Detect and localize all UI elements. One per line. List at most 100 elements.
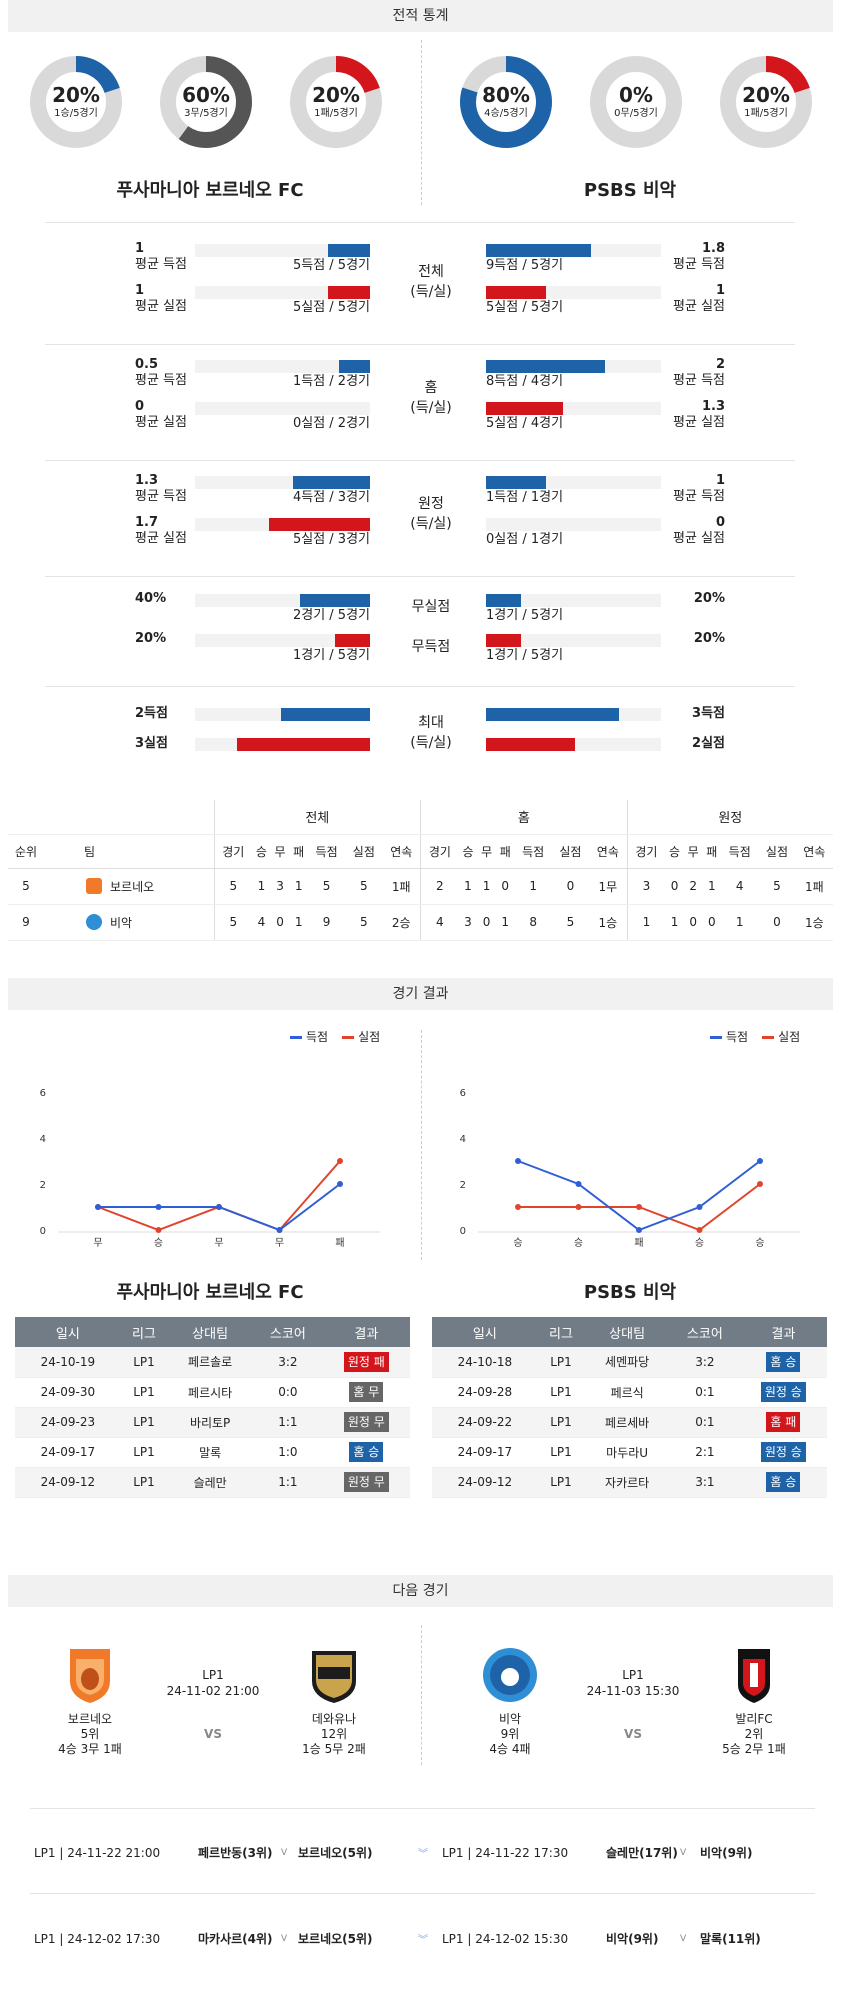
away-record: 5승 2무 1패	[722, 1742, 786, 1756]
right-ratio: 8득점 / 4경기	[486, 374, 564, 389]
results-col-header: 결과	[322, 1317, 410, 1347]
result-badge: 홈 승	[766, 1351, 801, 1372]
standings-cell: 0	[477, 904, 496, 941]
standings-col-header: 경기	[626, 834, 666, 869]
record-donut: 0% 0무/5경기	[590, 56, 682, 148]
legend-label: 실점	[778, 1030, 801, 1044]
team-name[interactable]: 보르네오	[110, 879, 155, 894]
standings-team[interactable]: 보르네오	[44, 868, 214, 905]
fixture-home[interactable]: 슬레만(17위)	[606, 1846, 678, 1860]
result-badge: 홈 패	[766, 1412, 801, 1432]
result-cell: LP1	[537, 1407, 585, 1438]
donut-ring	[720, 56, 812, 148]
fixture-home[interactable]: 비악(9위)	[606, 1932, 659, 1946]
legend-swatch	[710, 1036, 722, 1039]
result-cell: 0:1	[670, 1407, 740, 1438]
opponent-name[interactable]: 마두라U	[584, 1437, 671, 1468]
y-tick-label: 4	[460, 1134, 466, 1145]
opponent-name[interactable]: 페르식	[584, 1377, 671, 1408]
x-tick-label: 패	[634, 1237, 643, 1249]
record-donut: 20% 1승/5경기	[30, 56, 122, 148]
bar-track	[486, 594, 661, 607]
opponent-name[interactable]: 자카르타	[584, 1467, 671, 1498]
data-point	[696, 1204, 703, 1210]
standings-col-header: 승	[665, 834, 684, 869]
fixture-away[interactable]: 보르네오(5위)	[298, 1932, 373, 1946]
opponent-name[interactable]: 페르시타	[167, 1377, 254, 1408]
left-value: 40%	[135, 591, 167, 606]
result-cell: 1:1	[253, 1467, 323, 1498]
result-cell: LP1	[537, 1377, 585, 1408]
y-tick-label: 0	[40, 1226, 46, 1237]
opponent-name[interactable]: 바리토P	[167, 1407, 254, 1438]
stat-bar	[486, 634, 521, 647]
left-max-scored: 2득점	[135, 706, 168, 721]
standings-cell: 4	[721, 868, 759, 905]
fixture-home[interactable]: 마카사르(4위)	[198, 1932, 273, 1946]
section-header-next: 다음 경기	[8, 1575, 833, 1607]
away-team[interactable]: 발리FC	[735, 1712, 773, 1726]
result-row: 24-09-17 LP1 마두라U 2:1 원정 승	[432, 1437, 827, 1468]
donut-record: 3무/5경기	[184, 108, 228, 119]
standings-col-header: 패	[495, 834, 515, 869]
fixture-away[interactable]: 보르네오(5위)	[298, 1846, 373, 1860]
section-divider	[30, 1893, 815, 1894]
bar-track	[195, 244, 370, 257]
right-ratio: 0실점 / 1경기	[486, 532, 564, 547]
team-name[interactable]: 비악	[110, 915, 133, 930]
home-team[interactable]: 보르네오	[67, 1712, 113, 1726]
away-rank: 12위	[320, 1727, 348, 1741]
stat-bar	[268, 518, 370, 531]
fixture-away[interactable]: 비악(9위)	[700, 1846, 753, 1860]
dewa-united-logo-icon	[306, 1645, 362, 1705]
right-ratio: 1경기 / 5경기	[486, 608, 564, 623]
result-cell: 3:1	[670, 1467, 740, 1498]
opponent-name[interactable]: 페르세바	[584, 1407, 671, 1438]
stat-bar	[237, 738, 370, 751]
fixture-home[interactable]: 페르반동(3위)	[198, 1846, 273, 1860]
right-label: 평균 실점	[673, 299, 725, 314]
x-tick-label: 무	[93, 1238, 102, 1249]
opponent-name[interactable]: 말록	[167, 1437, 254, 1468]
right-value: 2	[715, 357, 725, 372]
y-tick-label: 2	[40, 1180, 46, 1191]
standings-team[interactable]: 비악	[44, 904, 214, 941]
results-col-header: 스코어	[670, 1317, 740, 1347]
away-team[interactable]: 데와유나	[311, 1712, 357, 1726]
fixture-vs-mark: V	[281, 1848, 288, 1858]
opponent-name[interactable]: 세멘파당	[584, 1347, 671, 1378]
standings-cell: 1	[721, 904, 759, 941]
result-badge-cell: 홈 승	[739, 1467, 827, 1498]
y-tick-label: 4	[40, 1134, 46, 1145]
result-cell: 24-09-23	[15, 1407, 121, 1438]
left-label: 평균 득점	[135, 257, 187, 272]
series-line-conceded	[97, 1160, 341, 1232]
standings-cell: 3	[270, 868, 290, 905]
standings-cell: 1	[458, 868, 478, 905]
fixture-away[interactable]: 말록(11위)	[700, 1932, 761, 1946]
standings-col-header: 경기	[420, 834, 459, 869]
result-row: 24-09-22 LP1 페르세바 0:1 홈 패	[432, 1407, 827, 1438]
right-value: 20%	[693, 631, 725, 646]
result-cell: 24-09-17	[432, 1437, 538, 1468]
result-row: 24-09-23 LP1 바리토P 1:1 원정 무	[15, 1407, 410, 1438]
stat-category-label: 무득점	[411, 639, 451, 655]
right-value: 1	[715, 473, 725, 488]
result-badge-cell: 홈 무	[322, 1377, 410, 1408]
fixture-info: LP1 | 24-11-22 21:00	[34, 1846, 161, 1860]
opponent-name[interactable]: 슬레만	[167, 1467, 254, 1498]
donut-record: 1패/5경기	[744, 108, 788, 119]
y-tick-label: 6	[460, 1088, 466, 1099]
opponent-name[interactable]: 페르솔로	[167, 1347, 254, 1378]
home-team[interactable]: 비악	[498, 1712, 522, 1726]
standings-cell: 5	[345, 904, 383, 941]
next-divider	[421, 1625, 422, 1765]
donut-track	[590, 56, 682, 148]
standings-cell: 0	[665, 868, 684, 905]
data-point	[636, 1227, 642, 1233]
result-cell: LP1	[537, 1467, 585, 1498]
right-label: 평균 득점	[673, 489, 725, 504]
donut-record: 0무/5경기	[614, 108, 658, 119]
donut-ring	[30, 56, 122, 148]
result-badge-cell: 원정 무	[322, 1407, 410, 1438]
